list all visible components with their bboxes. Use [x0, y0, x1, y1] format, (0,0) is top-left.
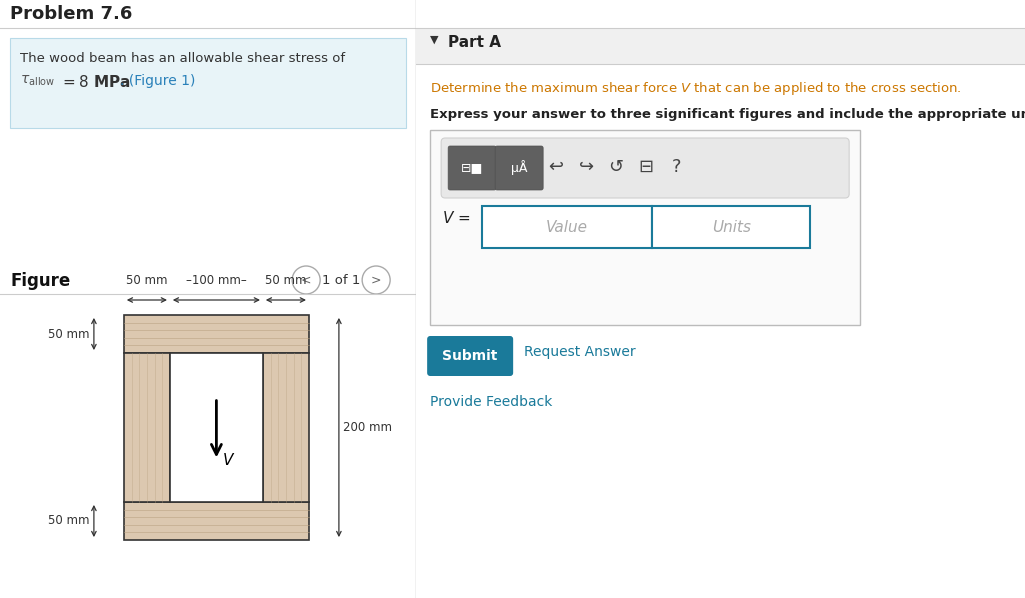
Text: μÅ: μÅ: [510, 160, 528, 175]
Bar: [124, 353, 170, 502]
Text: Submit: Submit: [443, 349, 498, 363]
Text: Request Answer: Request Answer: [524, 345, 636, 359]
Text: $V$: $V$: [222, 452, 236, 468]
Text: The wood beam has an allowable shear stress of: The wood beam has an allowable shear str…: [20, 52, 345, 65]
Text: –100 mm–: –100 mm–: [186, 274, 247, 287]
Bar: [10, 38, 406, 128]
FancyBboxPatch shape: [448, 146, 496, 190]
Text: Problem 7.6: Problem 7.6: [10, 5, 132, 23]
Text: <: <: [301, 274, 312, 287]
Text: 50 mm: 50 mm: [126, 274, 168, 287]
Text: $V$ =: $V$ =: [442, 210, 470, 226]
Text: ↪: ↪: [578, 158, 593, 176]
Text: $\tau_{\mathregular{allow}}$: $\tau_{\mathregular{allow}}$: [20, 74, 55, 89]
Text: Value: Value: [546, 219, 588, 234]
Text: >: >: [371, 274, 381, 287]
Text: Determine the maximum shear force $\mathit{V}$ that can be applied to the cross : Determine the maximum shear force $\math…: [430, 80, 961, 97]
Text: 1 of 1: 1 of 1: [322, 274, 361, 287]
Text: ?: ?: [671, 158, 681, 176]
Text: 50 mm: 50 mm: [48, 328, 90, 340]
Bar: [652, 206, 810, 248]
Text: 200 mm: 200 mm: [343, 421, 392, 434]
Text: Express your answer to three significant figures and include the appropriate uni: Express your answer to three significant…: [430, 108, 1025, 121]
Text: Part A: Part A: [448, 35, 501, 50]
Bar: [262, 353, 309, 502]
FancyBboxPatch shape: [495, 146, 543, 190]
FancyBboxPatch shape: [441, 138, 849, 198]
Text: Provide Feedback: Provide Feedback: [430, 395, 552, 409]
Text: ↺: ↺: [609, 158, 623, 176]
Text: ⊟: ⊟: [639, 158, 654, 176]
Bar: [124, 315, 309, 353]
Bar: [416, 28, 1025, 64]
Text: ⊟■: ⊟■: [461, 161, 483, 175]
Text: 50 mm: 50 mm: [265, 274, 306, 287]
Text: ▼: ▼: [430, 35, 439, 45]
Text: ↩: ↩: [548, 158, 564, 176]
Text: Figure: Figure: [10, 272, 71, 290]
Bar: [482, 206, 652, 248]
Text: Units: Units: [711, 219, 750, 234]
Bar: [430, 130, 860, 325]
Text: 50 mm: 50 mm: [48, 514, 90, 527]
Text: . (Figure 1): . (Figure 1): [120, 74, 196, 88]
Bar: [124, 502, 309, 540]
FancyBboxPatch shape: [427, 336, 514, 376]
Text: $= 8\ \mathbf{MPa}$: $= 8\ \mathbf{MPa}$: [60, 74, 131, 90]
Bar: [170, 353, 262, 502]
